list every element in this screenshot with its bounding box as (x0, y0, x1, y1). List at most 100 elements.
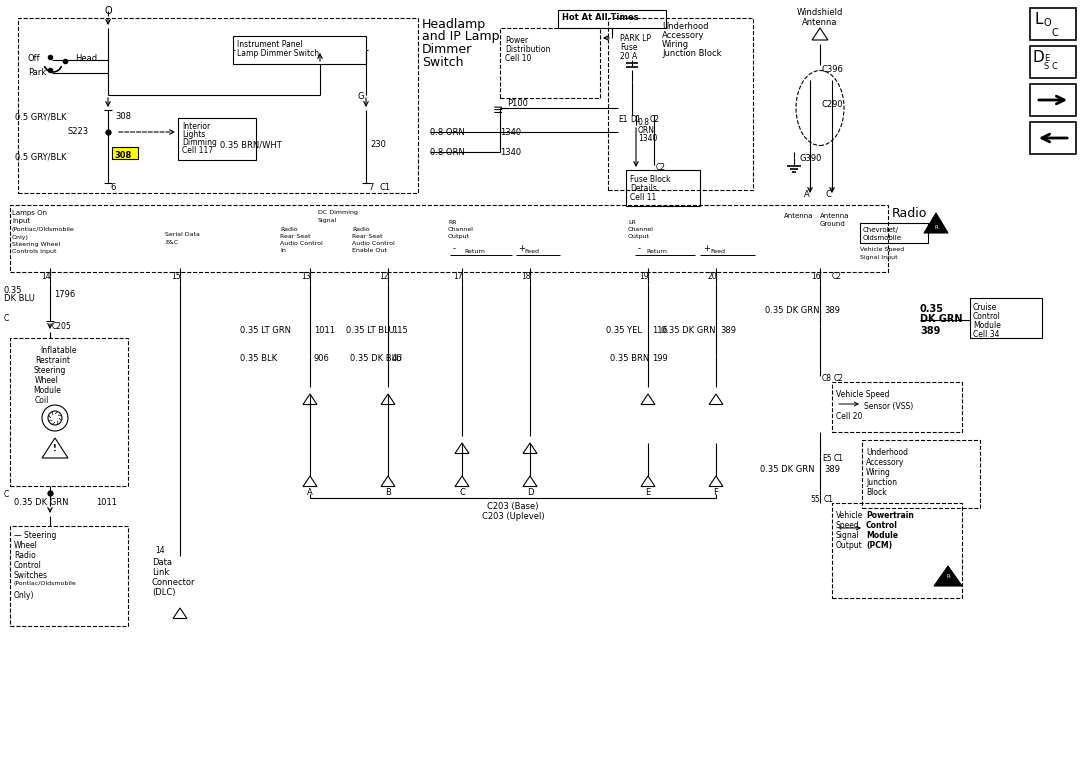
Bar (832, 382, 962, 432)
Text: Rear Seat: Rear Seat (280, 234, 311, 239)
Text: 13: 13 (301, 272, 311, 281)
Text: 20 A: 20 A (620, 52, 637, 61)
Polygon shape (709, 476, 723, 486)
Text: Wheel: Wheel (35, 376, 58, 385)
Text: Cell 10: Cell 10 (505, 54, 531, 63)
Bar (1030, 8, 1076, 40)
Polygon shape (709, 394, 723, 404)
Text: DK BLU: DK BLU (4, 294, 35, 303)
Text: and IP Lamp: and IP Lamp (422, 30, 500, 43)
Text: C203 (Base): C203 (Base) (487, 502, 539, 511)
Polygon shape (456, 476, 469, 486)
Polygon shape (934, 566, 962, 586)
Text: Input: Input (12, 218, 30, 224)
Bar (626, 170, 700, 206)
Text: 199: 199 (652, 354, 668, 363)
Text: 0.35 DK GRN: 0.35 DK GRN (765, 306, 819, 315)
Text: Windshield: Windshield (796, 8, 843, 17)
Text: Accessory: Accessory (662, 31, 704, 40)
Text: Only): Only) (14, 591, 35, 600)
Text: Serial Data: Serial Data (164, 232, 200, 237)
Text: E: E (1044, 54, 1050, 63)
Text: Link: Link (151, 568, 169, 577)
Text: S223: S223 (68, 128, 89, 137)
Text: 14: 14 (155, 546, 164, 555)
Text: Controls Input: Controls Input (12, 249, 56, 254)
Text: Speed: Speed (836, 521, 860, 530)
Text: Data: Data (151, 558, 172, 567)
Text: DK GRN: DK GRN (920, 314, 963, 324)
Text: Module: Module (866, 531, 898, 540)
Text: Vehicle Speed: Vehicle Speed (860, 247, 905, 252)
Text: Vehicle: Vehicle (836, 511, 863, 520)
Text: E1: E1 (618, 115, 628, 124)
Text: 0.35 DK GRN: 0.35 DK GRN (760, 465, 815, 474)
Text: D1: D1 (630, 115, 641, 124)
Text: C1: C1 (824, 495, 834, 504)
Text: 14: 14 (41, 272, 51, 281)
Text: Oldsmobile: Oldsmobile (863, 235, 902, 241)
Text: Output: Output (836, 541, 862, 550)
Text: Cell 34: Cell 34 (973, 330, 1000, 339)
Text: ORN: ORN (638, 126, 655, 135)
Text: 55: 55 (810, 495, 820, 504)
Text: 0.8 ORN: 0.8 ORN (430, 128, 465, 137)
Text: 1340: 1340 (500, 128, 522, 137)
Text: 0.35: 0.35 (920, 304, 944, 314)
Text: 0.8: 0.8 (638, 118, 650, 127)
Text: Sensor (VSS): Sensor (VSS) (865, 402, 913, 411)
Text: Output: Output (448, 234, 470, 239)
Text: Cell 117: Cell 117 (182, 146, 213, 155)
Text: C2: C2 (650, 115, 660, 124)
Text: 1796: 1796 (54, 290, 76, 299)
Text: Audio Control: Audio Control (352, 241, 395, 246)
Polygon shape (381, 476, 395, 486)
Bar (10, 526, 128, 626)
Text: Module: Module (32, 386, 61, 395)
Text: A: A (804, 190, 809, 199)
Text: R: R (946, 574, 950, 579)
Text: C396: C396 (822, 65, 844, 74)
Text: Channel: Channel (628, 227, 654, 232)
Text: C: C (4, 490, 10, 499)
Text: 16: 16 (812, 272, 821, 281)
Text: 389: 389 (920, 326, 940, 336)
Text: Switch: Switch (422, 56, 463, 69)
Text: DC Dimming: DC Dimming (318, 210, 358, 215)
Text: 115: 115 (392, 326, 408, 335)
Text: Dimmer: Dimmer (422, 43, 472, 56)
Text: Details: Details (630, 184, 657, 193)
Polygon shape (641, 476, 655, 486)
Text: Control: Control (14, 561, 42, 570)
Text: O: O (104, 6, 111, 16)
Text: (PCM): (PCM) (866, 541, 893, 550)
Text: (Pontiac/Oldsmobile: (Pontiac/Oldsmobile (12, 227, 75, 232)
Text: +: + (518, 244, 525, 253)
Text: Control: Control (973, 312, 1001, 321)
Bar (113, 147, 138, 159)
Text: B: B (385, 488, 391, 497)
Bar (558, 10, 667, 28)
Text: 0.35 LT BLU: 0.35 LT BLU (346, 326, 395, 335)
Text: C: C (1051, 62, 1057, 71)
Text: In: In (280, 248, 286, 253)
Text: C2: C2 (834, 374, 844, 383)
Text: Only): Only) (12, 235, 29, 240)
Bar (18, 18, 418, 193)
Text: Rear Seat: Rear Seat (352, 234, 383, 239)
Text: !: ! (53, 444, 57, 453)
Polygon shape (924, 213, 948, 233)
Text: Hot At All Times: Hot At All Times (562, 13, 638, 22)
Polygon shape (456, 443, 469, 454)
Text: Antenna: Antenna (802, 18, 837, 27)
Text: C: C (4, 314, 10, 323)
Bar (500, 28, 601, 98)
Text: C: C (826, 190, 832, 199)
Text: Power: Power (505, 36, 528, 45)
Text: Switches: Switches (14, 571, 48, 580)
Text: Lamp Dimmer Switch: Lamp Dimmer Switch (237, 49, 319, 58)
Text: 12: 12 (380, 272, 388, 281)
Text: Dimming: Dimming (182, 138, 216, 147)
Text: Coil: Coil (35, 396, 50, 405)
Text: Feed: Feed (524, 249, 539, 254)
